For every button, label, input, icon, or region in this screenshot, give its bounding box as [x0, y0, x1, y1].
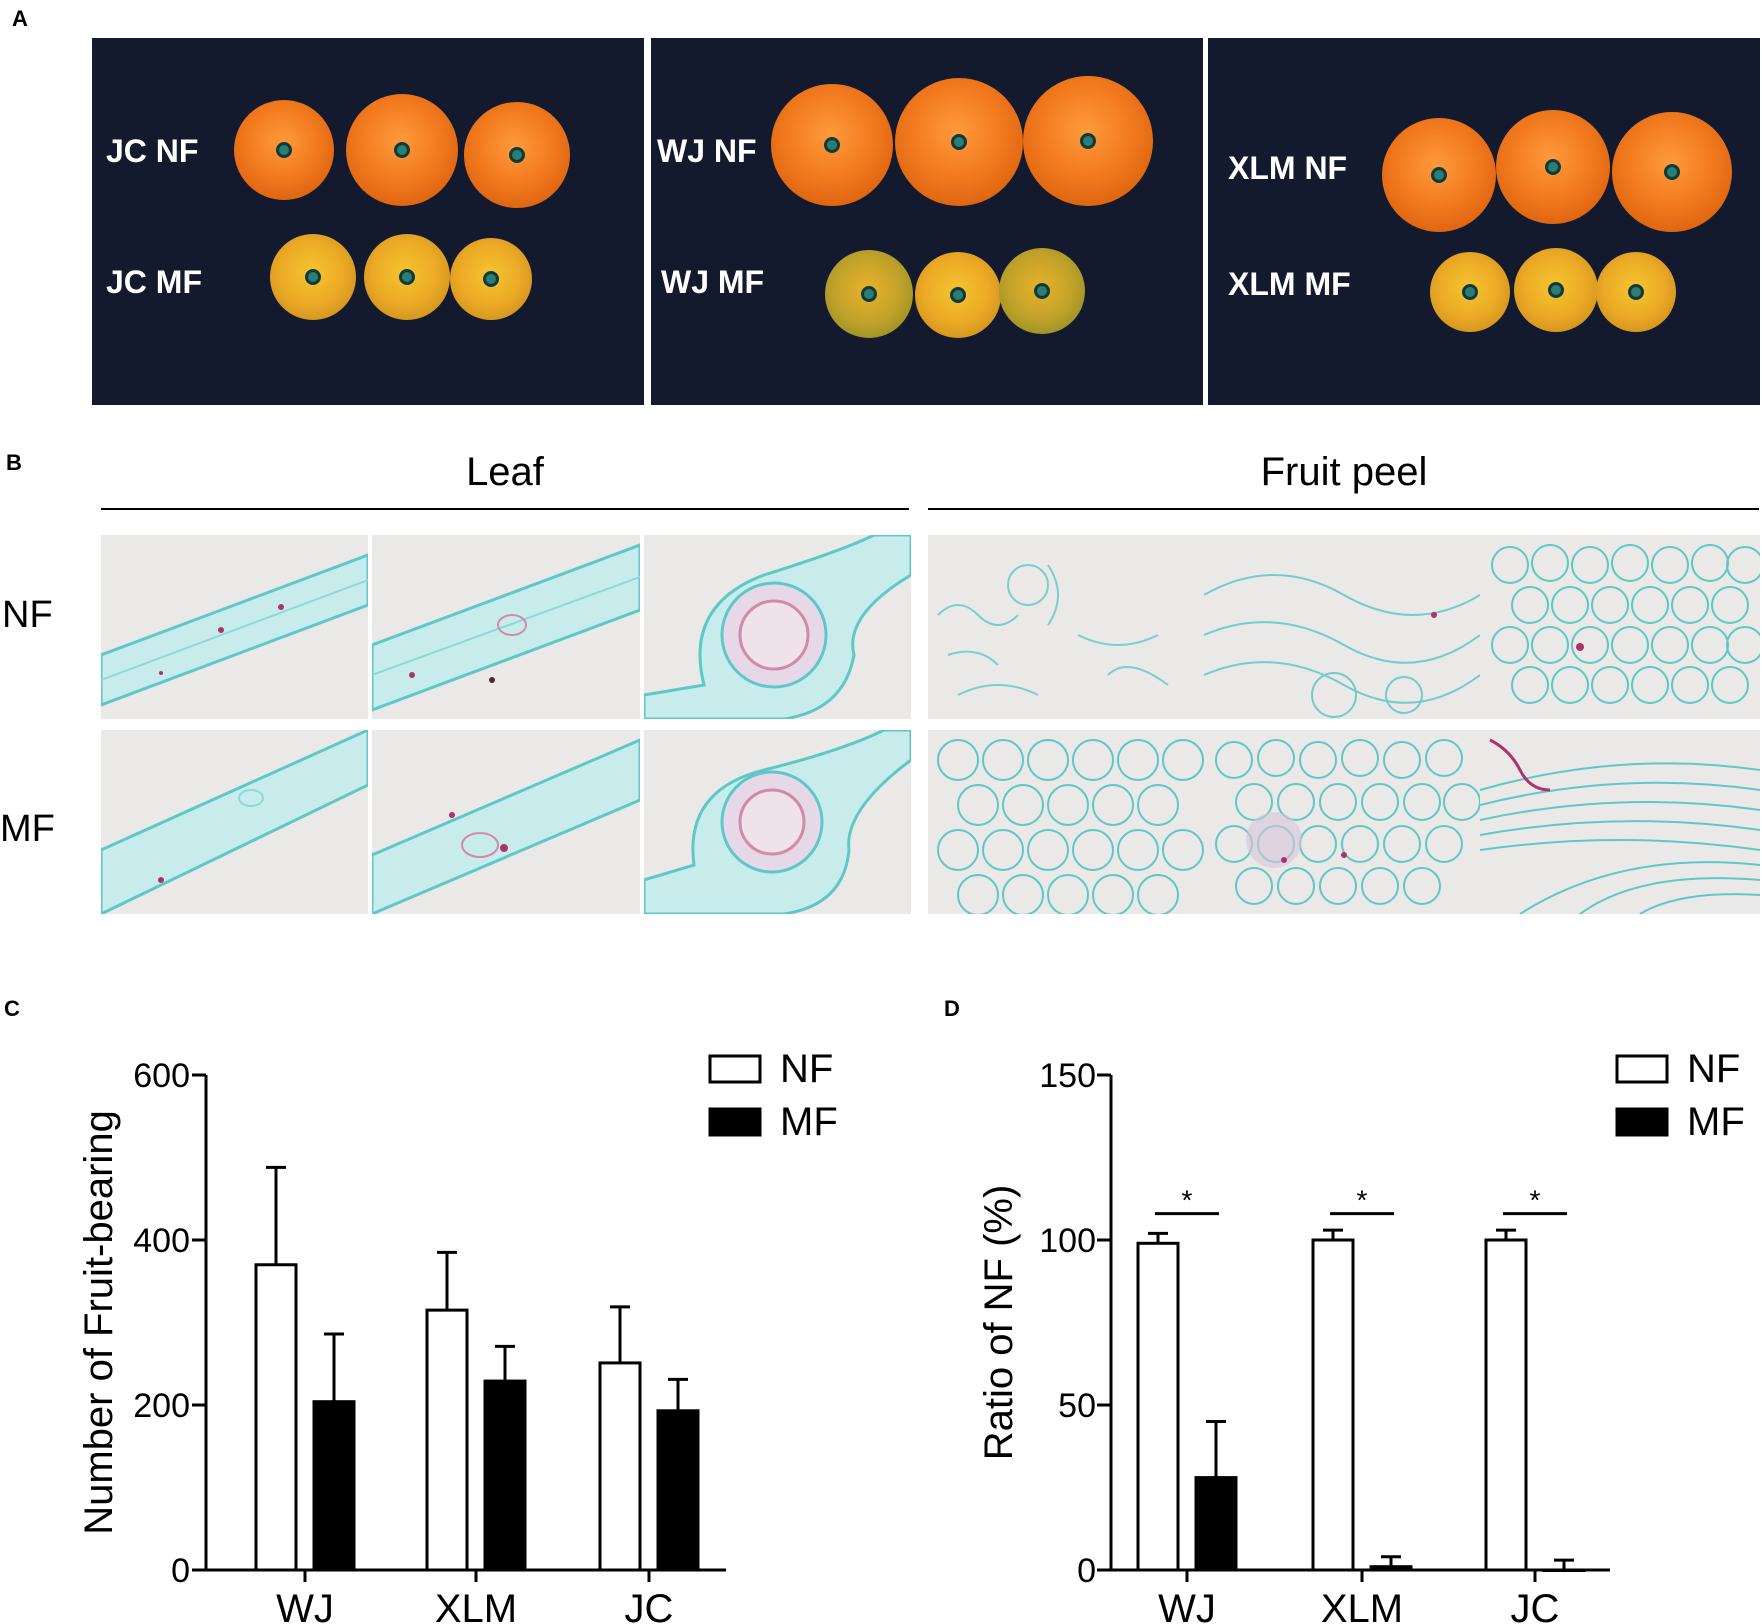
y-tick-label-d: 0 [1077, 1552, 1096, 1590]
fruit-wj-nf-3 [1023, 76, 1153, 206]
micrograph-leaf-nf-2 [372, 535, 640, 719]
micrograph-peel-mf-3 [1480, 730, 1760, 914]
bar-d-nf-xlm [1311, 1238, 1355, 1572]
legend-label-d-mf: MF [1687, 1100, 1745, 1144]
bar-c-mf-xlm [483, 1379, 527, 1572]
bar-c-nf-jc [598, 1361, 642, 1572]
photo-xlm: XLM NF XLM MF [1208, 38, 1760, 405]
bar-d-mf-wj [1194, 1476, 1238, 1572]
x-tick-label-d: JC [1511, 1587, 1560, 1624]
significance-marker-d: * [1182, 1185, 1193, 1216]
bar-d-mf-xlm [1369, 1565, 1413, 1572]
fruit-wj-nf-1 [771, 84, 893, 206]
legend-label-d-nf: NF [1687, 1047, 1740, 1091]
photo-wj: WJ NF WJ MF [651, 38, 1203, 405]
fruit-jc-mf-1 [270, 234, 356, 320]
micrograph-leaf-nf-1 [101, 535, 368, 719]
fruit-wj-mf-3 [999, 248, 1085, 334]
fruit-wj-mf-1 [825, 250, 913, 338]
label-jc-mf: JC MF [106, 264, 202, 300]
micrograph-leaf-mf-2 [372, 730, 640, 914]
chart-ratio-nf: 0 50 100 150 Ratio of NF (%) WJ * XLM * JC * NF MF [977, 1047, 1745, 1624]
micrograph-peel-nf-1 [928, 535, 1204, 719]
micrograph-peel-nf-3 [1480, 535, 1760, 719]
y-tick-label-c: 200 [133, 1387, 190, 1425]
bar-c-mf-jc [656, 1409, 700, 1572]
legend-swatch-d-nf [1615, 1054, 1669, 1084]
bar-c-mf-wj [312, 1400, 356, 1572]
micrograph-leaf-mf-3 [644, 730, 911, 914]
x-tick-label-c: XLM [435, 1587, 517, 1624]
photo-jc: JC NF JC MF [92, 38, 644, 405]
fruit-xlm-nf-2 [1496, 110, 1610, 224]
significance-marker-d: * [1530, 1185, 1541, 1216]
y-axis-label-d: Ratio of NF (%) [977, 1185, 1021, 1461]
fruit-jc-mf-2 [364, 234, 450, 320]
y-tick-label-c: 0 [171, 1552, 190, 1590]
fruit-xlm-nf-3 [1612, 112, 1732, 232]
label-wj-nf: WJ NF [657, 133, 757, 169]
fruit-xlm-mf-2 [1514, 248, 1598, 332]
micrograph-leaf-nf-3 [644, 535, 911, 719]
chart-fruit-bearing: 0 200 400 600 Number of Fruit-bearing WJ XLM JC… [77, 1047, 838, 1624]
y-tick-label-d: 150 [1039, 1057, 1096, 1095]
legend-swatch-d-mf [1615, 1107, 1669, 1137]
panel-c-letter: C [4, 996, 20, 1021]
row-label-nf: NF [2, 594, 53, 636]
fruit-jc-nf-3 [464, 102, 570, 208]
panel-b-letter: B [6, 450, 22, 475]
fruit-jc-mf-3 [450, 238, 532, 320]
fruit-wj-nf-2 [895, 78, 1023, 206]
x-tick-label-c: WJ [276, 1587, 334, 1624]
micrograph-leaf-mf-1 [101, 730, 368, 914]
leaf-title: Leaf [466, 450, 544, 494]
label-xlm-nf: XLM NF [1228, 150, 1348, 186]
bar-d-nf-jc [1484, 1238, 1528, 1572]
legend-label-c-nf: NF [780, 1047, 833, 1091]
x-tick-label-c: JC [625, 1587, 674, 1624]
fruit-jc-nf-1 [234, 100, 334, 200]
y-tick-label-d: 100 [1039, 1222, 1096, 1260]
legend-swatch-c-nf [708, 1054, 762, 1084]
y-tick-label-d: 50 [1058, 1387, 1096, 1425]
legend-label-c-mf: MF [780, 1100, 838, 1144]
panel-a-letter: A [12, 6, 28, 31]
leaf-rule [101, 508, 909, 510]
fruit-peel-rule [928, 508, 1759, 510]
micrograph-peel-mf-2 [1204, 730, 1480, 914]
label-wj-mf: WJ MF [661, 264, 765, 300]
y-tick-label-c: 400 [133, 1222, 190, 1260]
bar-c-nf-xlm [425, 1308, 469, 1572]
micrograph-peel-mf-1 [928, 730, 1204, 914]
label-xlm-mf: XLM MF [1228, 266, 1351, 302]
bar-c-nf-wj [254, 1263, 298, 1572]
label-jc-nf: JC NF [106, 133, 199, 169]
fruit-xlm-nf-1 [1382, 118, 1496, 232]
fruit-jc-nf-2 [346, 94, 458, 206]
y-axis-label-c: Number of Fruit-bearing [77, 1110, 121, 1535]
significance-marker-d: * [1357, 1185, 1368, 1216]
fruit-xlm-mf-1 [1430, 252, 1510, 332]
fruit-peel-title: Fruit peel [1260, 450, 1428, 494]
row-label-mf: MF [0, 808, 55, 850]
fruit-xlm-mf-3 [1596, 252, 1676, 332]
fruit-wj-mf-2 [915, 252, 1001, 338]
y-tick-label-c: 600 [133, 1057, 190, 1095]
legend-swatch-c-mf [708, 1107, 762, 1137]
bar-d-mf-jc [1542, 1568, 1586, 1572]
bar-d-nf-wj [1136, 1241, 1180, 1572]
panel-d-letter: D [944, 996, 960, 1021]
x-tick-label-d: XLM [1321, 1587, 1403, 1624]
x-tick-label-d: WJ [1158, 1587, 1216, 1624]
micrograph-peel-nf-2 [1204, 535, 1480, 719]
